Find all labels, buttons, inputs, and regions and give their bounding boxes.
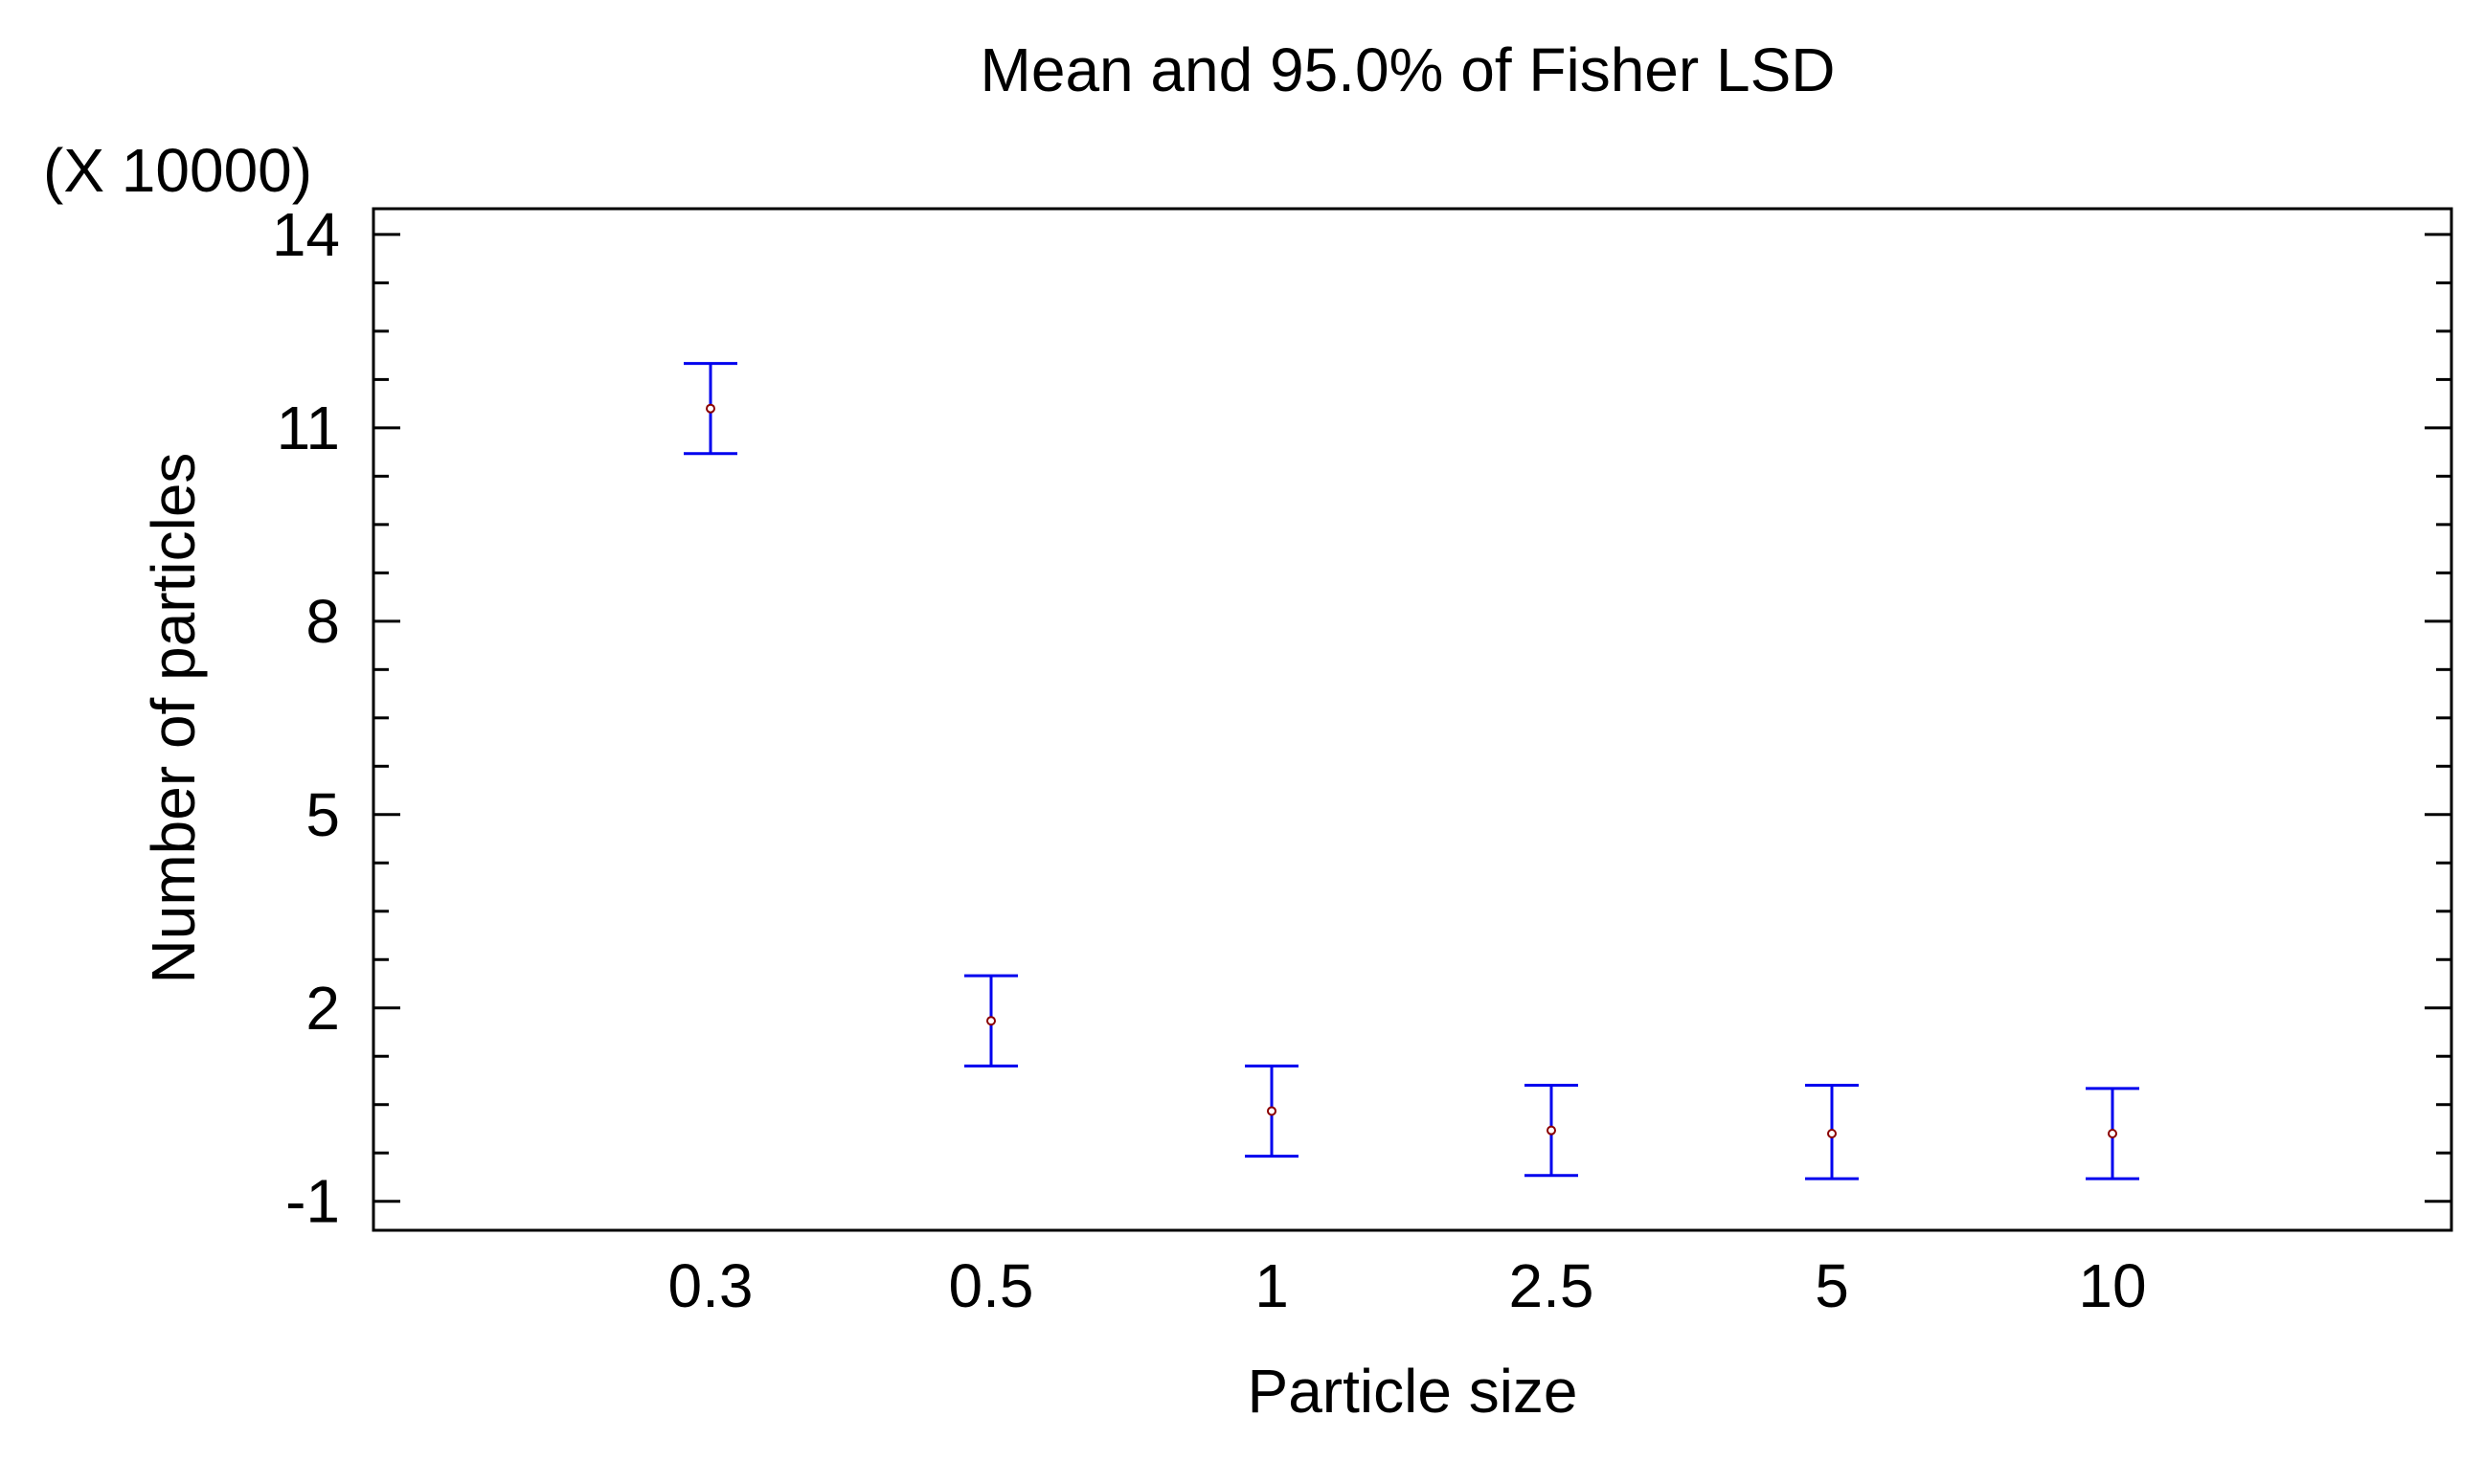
mean-marker: [1827, 1129, 1837, 1139]
mean-marker: [1547, 1125, 1556, 1135]
y-tick-label: 8: [305, 587, 340, 656]
mean-marker: [1267, 1106, 1276, 1116]
mean-marker: [986, 1016, 996, 1026]
x-tick-label: 1: [1254, 1251, 1289, 1320]
y-tick-label: 11: [277, 393, 340, 462]
y-tick-label: -1: [285, 1167, 340, 1236]
tick-labels-layer: -1 2 5 8 11 14 0.3 0.5 1 2.5 5 10: [272, 200, 2147, 1320]
chart-title: Mean and 95.0% of Fisher LSD: [981, 35, 1836, 104]
ticks-layer: [373, 233, 2451, 1203]
plot-frame: [372, 207, 2453, 1232]
marks-layer: [684, 362, 2139, 1180]
y-tick-label: 2: [305, 974, 340, 1043]
x-axis-label: Particle size: [1248, 1357, 1578, 1426]
x-tick-label: 0.5: [949, 1251, 1034, 1320]
x-tick-label: 2.5: [1509, 1251, 1594, 1320]
x-tick-label: 0.3: [668, 1251, 754, 1320]
y-multiplier-label: (X 10000): [43, 136, 312, 205]
mean-marker: [706, 403, 715, 414]
y-tick-label: 14: [272, 200, 340, 269]
mean-marker: [2108, 1129, 2117, 1139]
x-tick-label: 10: [2078, 1251, 2146, 1320]
y-axis-label: Number of particles: [139, 453, 208, 984]
y-tick-label: 5: [305, 780, 340, 849]
x-tick-label: 5: [1815, 1251, 1849, 1320]
